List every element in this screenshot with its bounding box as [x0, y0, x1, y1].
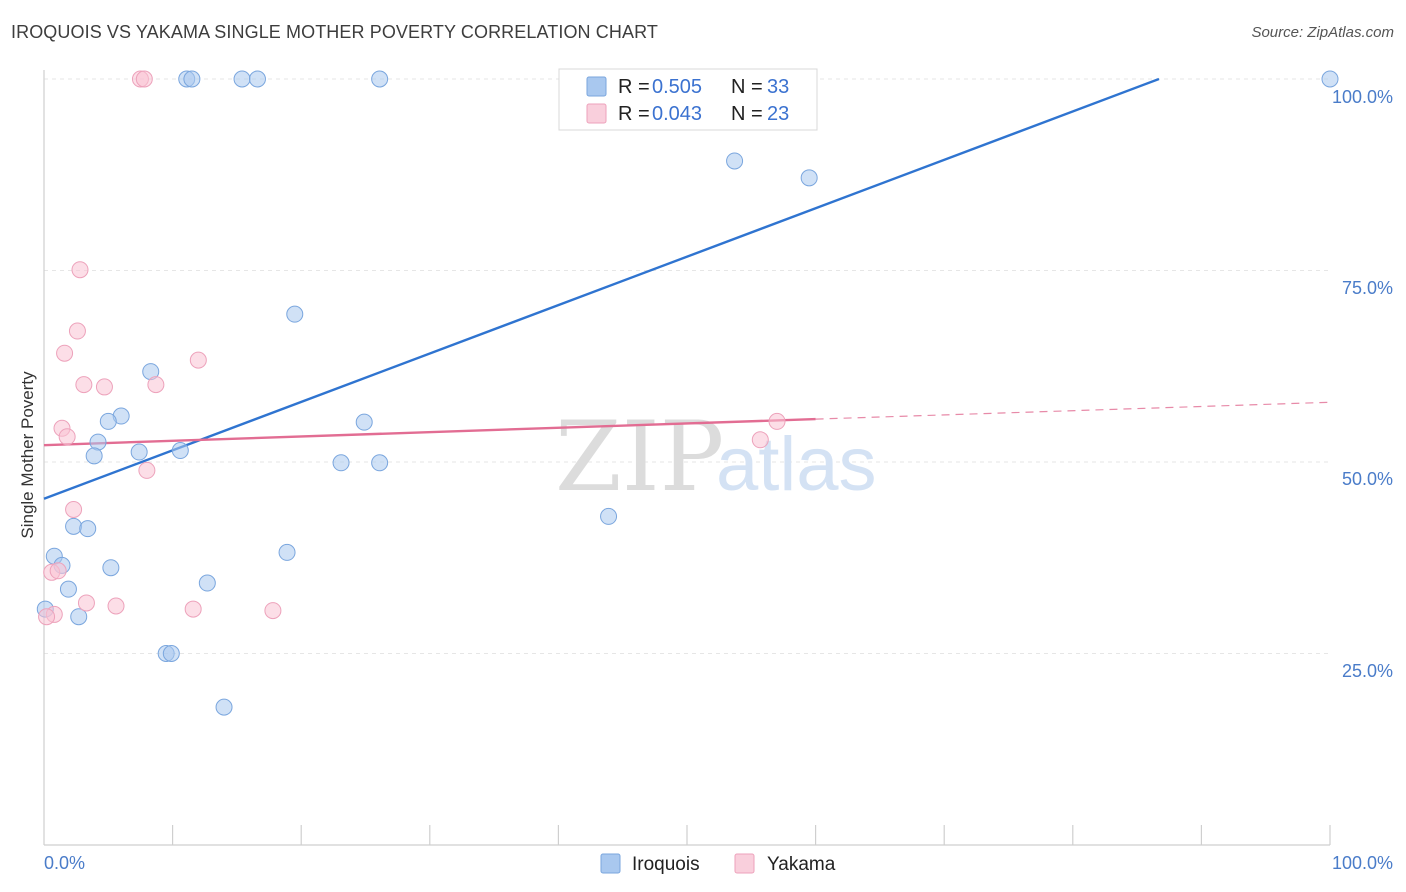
point-iroquois: [79, 520, 97, 538]
point-iroquois: [726, 152, 744, 170]
y-tick-label: 75.0%: [1342, 278, 1393, 298]
bottom-legend-swatch-yakama: [734, 853, 755, 874]
point-iroquois: [171, 442, 189, 460]
bottom-legend-iroquois: Iroquois: [632, 854, 700, 875]
x-tick-label: 100.0%: [1332, 853, 1393, 873]
bottom-legend-swatch-iroquois: [600, 853, 621, 874]
legend-n-value-iroquois: 33: [767, 76, 789, 98]
point-iroquois: [600, 507, 618, 525]
point-iroquois: [70, 608, 88, 626]
point-yakama: [49, 562, 67, 580]
data-points: [36, 70, 1339, 716]
bottom-legend: Iroquois Yakama: [600, 853, 836, 875]
point-iroquois: [355, 413, 373, 431]
legend-n-label: N =: [731, 76, 763, 98]
point-yakama: [189, 351, 207, 369]
point-yakama: [135, 70, 153, 88]
watermark-zip: ZIP: [555, 401, 724, 513]
point-iroquois: [371, 70, 389, 88]
point-iroquois: [130, 443, 148, 461]
point-iroquois: [215, 698, 233, 716]
legend-r-label: R =: [618, 76, 650, 98]
point-yakama: [77, 594, 95, 612]
point-iroquois: [1321, 70, 1339, 88]
trend-line-extension-yakama: [815, 401, 1331, 420]
legend-n-value-yakama: 23: [767, 103, 789, 125]
point-iroquois: [85, 447, 103, 465]
y-tick-label: 100.0%: [1332, 87, 1393, 107]
point-yakama: [147, 376, 165, 394]
y-axis-label: Single Mother Poverty: [18, 371, 37, 539]
point-yakama: [184, 600, 202, 618]
source-label: Source: ZipAtlas.com: [1251, 24, 1394, 41]
x-tick-label: 0.0%: [44, 853, 85, 873]
point-yakama: [768, 412, 786, 430]
legend-r-value-yakama: 0.043: [652, 103, 702, 125]
point-iroquois: [233, 70, 251, 88]
trend-line-iroquois: [43, 77, 1160, 500]
point-iroquois: [162, 645, 180, 662]
point-yakama: [68, 322, 86, 340]
y-tick-label: 25.0%: [1342, 661, 1393, 681]
trend-lines: [43, 77, 1331, 500]
point-yakama: [138, 461, 156, 479]
chart-title: IROQUOIS VS YAKAMA SINGLE MOTHER POVERTY…: [11, 22, 658, 42]
point-iroquois: [65, 517, 83, 535]
legend-r-label: R =: [618, 103, 650, 125]
point-iroquois: [332, 454, 350, 472]
x-axis-ticks: [172, 825, 1331, 845]
y-tick-label: 50.0%: [1342, 469, 1393, 489]
point-iroquois: [286, 305, 304, 323]
point-yakama: [264, 602, 282, 620]
legend-box: R = 0.505 N = 33 R = 0.043 N = 23: [558, 68, 818, 131]
watermark-atlas: atlas: [716, 422, 877, 507]
legend-n-label: N =: [731, 103, 763, 125]
point-iroquois: [248, 70, 266, 88]
point-yakama: [38, 608, 56, 626]
point-yakama: [56, 344, 74, 362]
point-yakama: [58, 428, 76, 446]
point-iroquois: [198, 574, 216, 592]
legend-swatch-iroquois: [586, 76, 607, 97]
legend-r-value-iroquois: 0.505: [652, 76, 702, 98]
bottom-legend-yakama: Yakama: [767, 854, 836, 875]
gridlines: [44, 78, 1330, 654]
legend-swatch-yakama: [586, 103, 607, 124]
point-iroquois: [99, 412, 117, 430]
point-yakama: [751, 431, 769, 449]
point-iroquois: [371, 454, 389, 472]
point-iroquois: [59, 580, 77, 598]
point-yakama: [75, 376, 93, 394]
point-iroquois: [183, 70, 201, 88]
trend-line-yakama: [43, 417, 816, 447]
point-iroquois: [102, 559, 120, 577]
point-yakama: [65, 500, 83, 518]
point-iroquois: [278, 543, 296, 561]
point-yakama: [107, 597, 125, 615]
point-yakama: [95, 378, 113, 396]
point-iroquois: [800, 169, 818, 187]
point-yakama: [71, 261, 89, 279]
